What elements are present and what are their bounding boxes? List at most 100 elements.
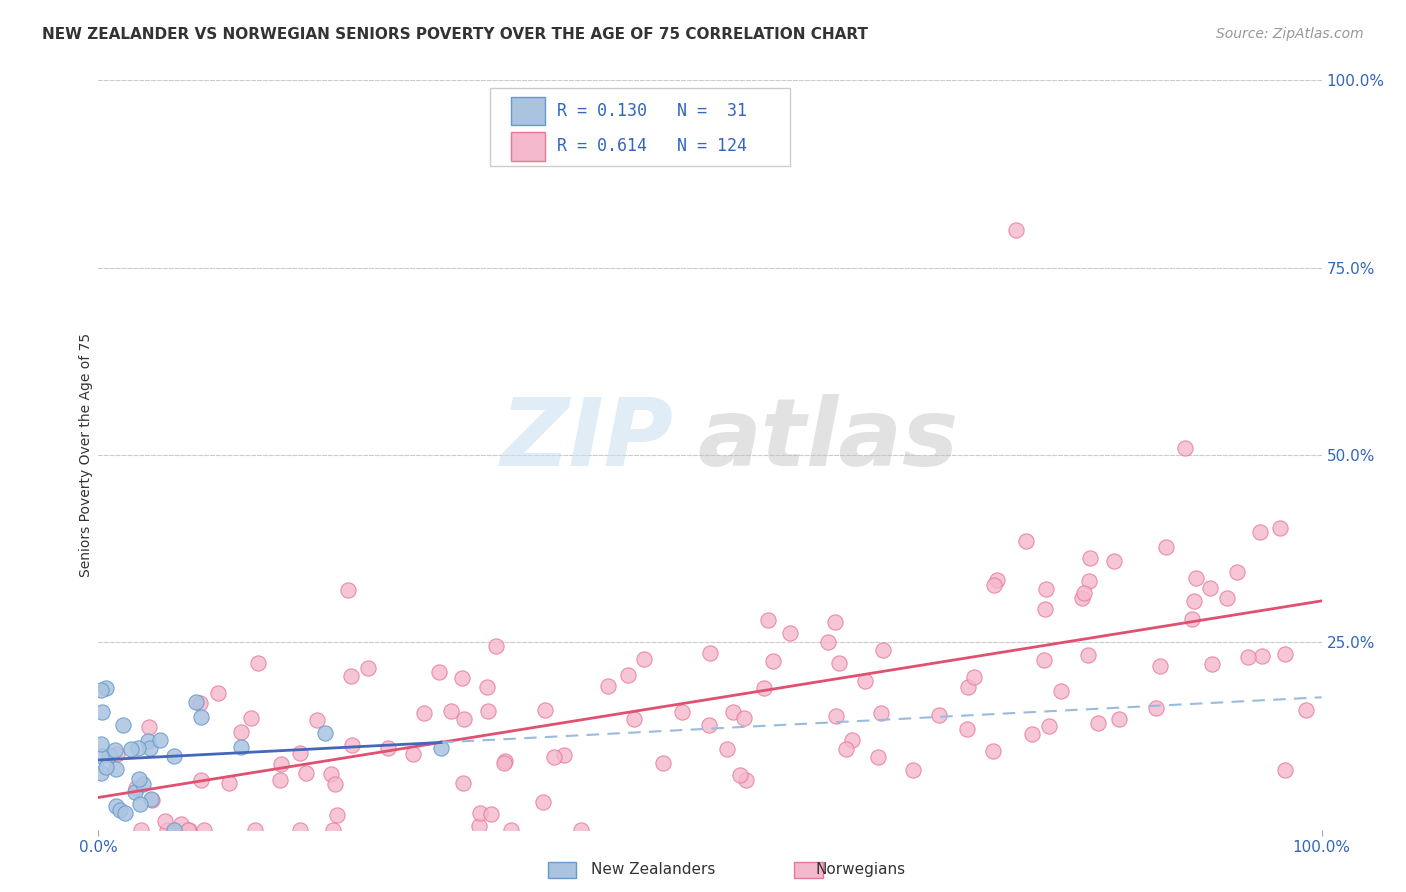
Point — [1087, 715, 1109, 730]
Point — [956, 722, 979, 736]
Point — [124, 785, 146, 799]
Point — [928, 707, 950, 722]
Point — [104, 762, 127, 776]
Point — [533, 703, 555, 717]
Text: NEW ZEALANDER VS NORWEGIAN SENIORS POVERTY OVER THE AGE OF 75 CORRELATION CHART: NEW ZEALANDER VS NORWEGIAN SENIORS POVER… — [42, 27, 868, 42]
Point — [543, 750, 565, 764]
Point — [139, 792, 162, 806]
Point — [730, 768, 752, 782]
Point — [322, 822, 344, 837]
Point — [983, 744, 1005, 758]
Point — [553, 748, 575, 763]
FancyBboxPatch shape — [794, 862, 823, 878]
Point — [377, 740, 399, 755]
Point — [1198, 581, 1220, 595]
Point — [124, 780, 146, 795]
Point — [229, 739, 252, 754]
Point — [190, 710, 212, 724]
Point — [138, 720, 160, 734]
Point — [319, 767, 342, 781]
Point — [357, 660, 380, 674]
Point — [1237, 650, 1260, 665]
Point — [1174, 441, 1197, 455]
Point — [1149, 659, 1171, 673]
Point — [90, 705, 112, 719]
Point — [1185, 571, 1208, 585]
Point — [623, 712, 645, 726]
Y-axis label: Seniors Poverty Over the Age of 75: Seniors Poverty Over the Age of 75 — [79, 333, 93, 577]
FancyBboxPatch shape — [489, 87, 790, 167]
Point — [90, 737, 112, 751]
Point — [1225, 565, 1247, 579]
Point — [149, 733, 172, 747]
Point — [494, 756, 516, 771]
Point — [1108, 712, 1130, 726]
Point — [596, 679, 619, 693]
Point — [872, 643, 894, 657]
Point — [108, 803, 131, 817]
Point — [453, 712, 475, 726]
Point — [207, 686, 229, 700]
Point — [1295, 703, 1317, 717]
Point — [176, 822, 198, 837]
Point — [762, 654, 785, 668]
Point — [633, 652, 655, 666]
Point — [295, 766, 318, 780]
Point — [477, 704, 499, 718]
Point — [141, 792, 163, 806]
Point — [193, 822, 215, 837]
Point — [671, 706, 693, 720]
Point — [112, 718, 135, 732]
Point — [314, 725, 336, 739]
Point — [325, 808, 347, 822]
Point — [1014, 534, 1036, 549]
Point — [617, 667, 640, 681]
Point — [156, 822, 179, 837]
Point — [288, 822, 311, 837]
Point — [1274, 647, 1296, 661]
FancyBboxPatch shape — [548, 862, 576, 878]
Point — [1033, 653, 1056, 667]
Point — [239, 711, 262, 725]
Point — [1035, 582, 1057, 596]
Point — [986, 574, 1008, 588]
Point — [827, 656, 849, 670]
Point — [1077, 648, 1099, 662]
Point — [184, 695, 207, 709]
Point — [697, 717, 720, 731]
Point — [1078, 550, 1101, 565]
Point — [413, 706, 436, 720]
Point — [468, 819, 491, 833]
Point — [1078, 574, 1101, 588]
Point — [401, 747, 423, 761]
Point — [531, 795, 554, 809]
Point — [963, 670, 986, 684]
Point — [307, 713, 329, 727]
Point — [652, 756, 675, 770]
Point — [752, 681, 775, 696]
Point — [870, 706, 893, 720]
Point — [983, 578, 1005, 592]
Point — [735, 772, 758, 787]
Point — [756, 613, 779, 627]
Point — [163, 749, 186, 764]
Point — [716, 741, 738, 756]
Point — [1274, 763, 1296, 777]
Point — [1144, 701, 1167, 715]
Point — [1004, 223, 1026, 237]
Point — [90, 683, 112, 698]
Text: R = 0.130   N =  31: R = 0.130 N = 31 — [557, 102, 747, 120]
Point — [1021, 727, 1043, 741]
Point — [170, 817, 193, 831]
Point — [835, 742, 858, 756]
Point — [866, 750, 889, 764]
Point — [824, 709, 846, 723]
Point — [132, 777, 155, 791]
Point — [270, 757, 292, 772]
Point — [129, 797, 152, 811]
Point — [1251, 649, 1274, 664]
Point — [190, 773, 212, 788]
Point — [104, 799, 127, 814]
Point — [1201, 657, 1223, 671]
Point — [90, 748, 112, 763]
